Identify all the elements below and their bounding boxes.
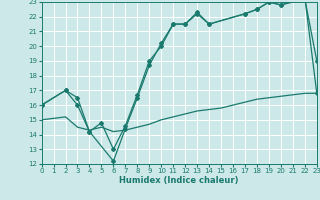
X-axis label: Humidex (Indice chaleur): Humidex (Indice chaleur) xyxy=(119,176,239,185)
